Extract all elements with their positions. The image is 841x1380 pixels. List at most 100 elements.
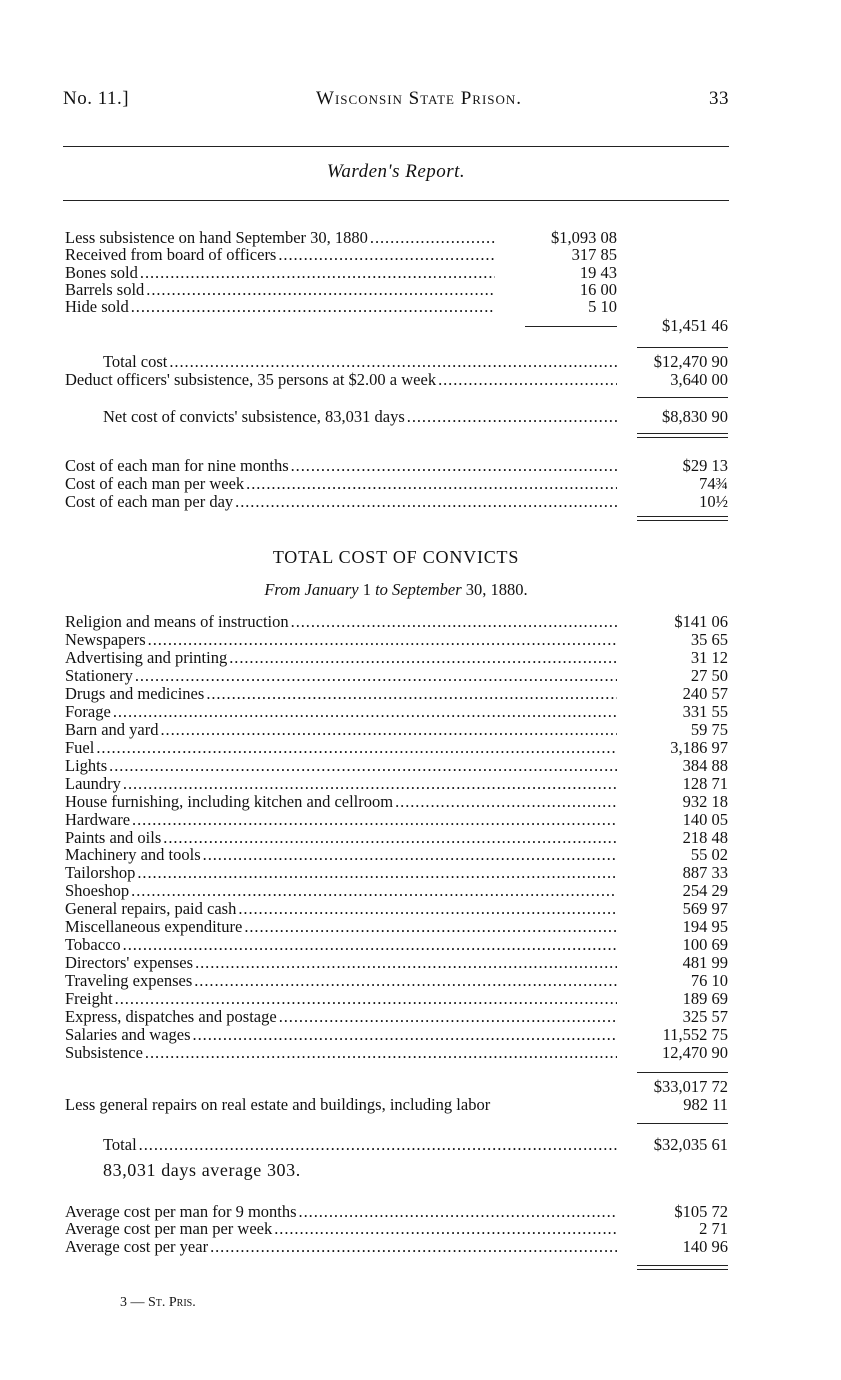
leader-dots <box>242 918 617 936</box>
signature-mark: 3 — St. Pris. <box>120 1295 196 1310</box>
leader-dots <box>138 264 495 282</box>
row-label: Tailorshop <box>65 864 136 883</box>
row-label: Freight <box>65 990 113 1009</box>
row-label: Deduct officers' subsistence, 35 persons… <box>65 371 437 389</box>
leader-dots <box>236 900 617 918</box>
subsistence-item-row: Hide sold 5 10 <box>65 298 728 316</box>
leader-dots <box>201 846 617 864</box>
row-label-with-leader: Tailorshop <box>65 864 617 882</box>
leader-dots <box>204 685 617 703</box>
leader-dots <box>277 1008 617 1026</box>
sum-rule <box>637 1123 728 1124</box>
leader-dots <box>137 1136 617 1154</box>
row-label: Directors' expenses <box>65 954 194 973</box>
row-label: Traveling expenses <box>65 972 193 991</box>
leader-dots <box>289 613 617 631</box>
leader-dots <box>191 1026 617 1044</box>
amount-column-2: 189 69 <box>682 989 728 1009</box>
average-cost-row: Average cost per man for 9 months $105 72 <box>65 1203 728 1221</box>
amount-column-2: $32,035 61 <box>653 1135 728 1154</box>
row-label: Average cost per man for 9 months <box>65 1203 297 1221</box>
row-label: Lights <box>65 756 108 775</box>
expense-row: Express, dispatches and postage 325 57 <box>65 1008 728 1026</box>
row-label-with-leader: Received from board of officers <box>65 246 495 264</box>
row-label-with-leader: Lights <box>65 757 617 775</box>
leader-dots <box>167 353 617 371</box>
leader-dots <box>158 721 617 739</box>
table-subtitle: From January 1 to September 30, 1880. <box>63 580 729 600</box>
sum-rule <box>525 326 617 327</box>
sum-rule <box>637 1072 728 1073</box>
row-label: Less general repairs on real estate and … <box>65 1096 491 1114</box>
days-average-note: 83,031 days average 303. <box>103 1160 301 1180</box>
row-label-with-leader: Directors' expenses <box>65 954 617 972</box>
amount-column-2 <box>617 264 728 282</box>
average-cost-row: Average cost per year 140 96 <box>65 1236 728 1256</box>
leader-dots <box>192 972 617 990</box>
leader-dots <box>233 493 617 511</box>
amount-column-2: $105 72 <box>674 1202 728 1221</box>
expense-row: Miscellaneous expenditure 194 95 <box>65 918 728 936</box>
row-label: Received from board of officers <box>65 246 277 265</box>
row-label-with-leader: Religion and means of instruction <box>65 613 617 631</box>
expense-row: Religion and means of instruction $141 06 <box>65 613 728 631</box>
row-label-with-leader: Drugs and medicines <box>65 685 617 703</box>
amount-column-1: 5 10 <box>588 297 617 317</box>
sum-rule <box>637 397 728 398</box>
row-label: Hide sold <box>65 298 129 317</box>
leader-dots <box>193 954 617 972</box>
amount-column-2: 140 96 <box>682 1236 728 1256</box>
amount-column-2: 331 55 <box>682 701 728 721</box>
per-man-cost-row: Cost of each man for nine months $29 13 <box>65 457 728 475</box>
amount-column-2: 569 97 <box>682 899 728 919</box>
double-rule <box>637 1265 728 1270</box>
row-label-with-leader: Less general repairs on real estate and … <box>65 1096 617 1114</box>
amount-column-2: 76 10 <box>690 971 728 991</box>
row-label-with-leader: Average cost per man per week <box>65 1220 617 1238</box>
amount-column-2: 481 99 <box>682 953 728 973</box>
row-label: Average cost per man per week <box>65 1220 273 1239</box>
divider <box>63 146 729 147</box>
double-rule <box>637 433 728 438</box>
expense-row: Advertising and printing 31 12 <box>65 648 728 667</box>
page-number: 33 <box>708 88 729 109</box>
amount-column-2: 74¾ <box>699 473 728 493</box>
row-label-with-leader: Forage <box>65 703 617 721</box>
row-label: Total <box>103 1136 137 1154</box>
amount-column-2 <box>617 229 728 247</box>
amount-column-2: 218 48 <box>682 827 728 847</box>
leader-dots <box>276 246 495 264</box>
row-label-with-leader: Fuel <box>65 739 617 757</box>
row-label: Bones sold <box>65 263 138 282</box>
amount-column-2: $8,830 90 <box>662 407 728 426</box>
amount-column-2: 887 33 <box>682 863 728 883</box>
expense-row: Newspapers 35 65 <box>65 630 728 649</box>
expense-row: Drugs and medicines 240 57 <box>65 684 728 703</box>
leader-dots <box>272 1220 617 1238</box>
leader-dots <box>121 775 617 793</box>
row-label-with-leader: Advertising and printing <box>65 649 617 667</box>
expense-row: Salaries and wages 11,552 75 <box>65 1026 728 1044</box>
double-rule <box>637 516 728 521</box>
row-label-with-leader: Subsistence <box>65 1044 617 1062</box>
amount-column-2: $29 13 <box>682 456 728 475</box>
amount-column-2: 384 88 <box>682 755 728 775</box>
subsistence-subtotal-row: $1,451 46 <box>65 317 728 335</box>
amount-column-2: 140 05 <box>682 809 728 829</box>
amount-column-2: 12,470 90 <box>662 1043 728 1063</box>
amount-column-2: 55 02 <box>690 845 728 865</box>
row-label-with-leader: Total <box>65 1136 617 1154</box>
expense-row: Hardware 140 05 <box>65 809 728 829</box>
row-label: Advertising and printing <box>65 648 228 667</box>
row-label-with-leader: Paints and oils <box>65 829 617 847</box>
expense-row: Laundry 128 71 <box>65 774 728 793</box>
leader-dots <box>208 1238 617 1256</box>
row-label-with-leader: Machinery and tools <box>65 846 617 864</box>
leader-dots <box>244 475 617 493</box>
leader-dots <box>129 882 617 900</box>
expense-row: Machinery and tools 55 02 <box>65 846 728 864</box>
row-label: Newspapers <box>65 630 146 649</box>
expense-row: Freight 189 69 <box>65 990 728 1008</box>
subtitle-part: From January <box>264 580 359 599</box>
leader-dots <box>111 703 617 721</box>
